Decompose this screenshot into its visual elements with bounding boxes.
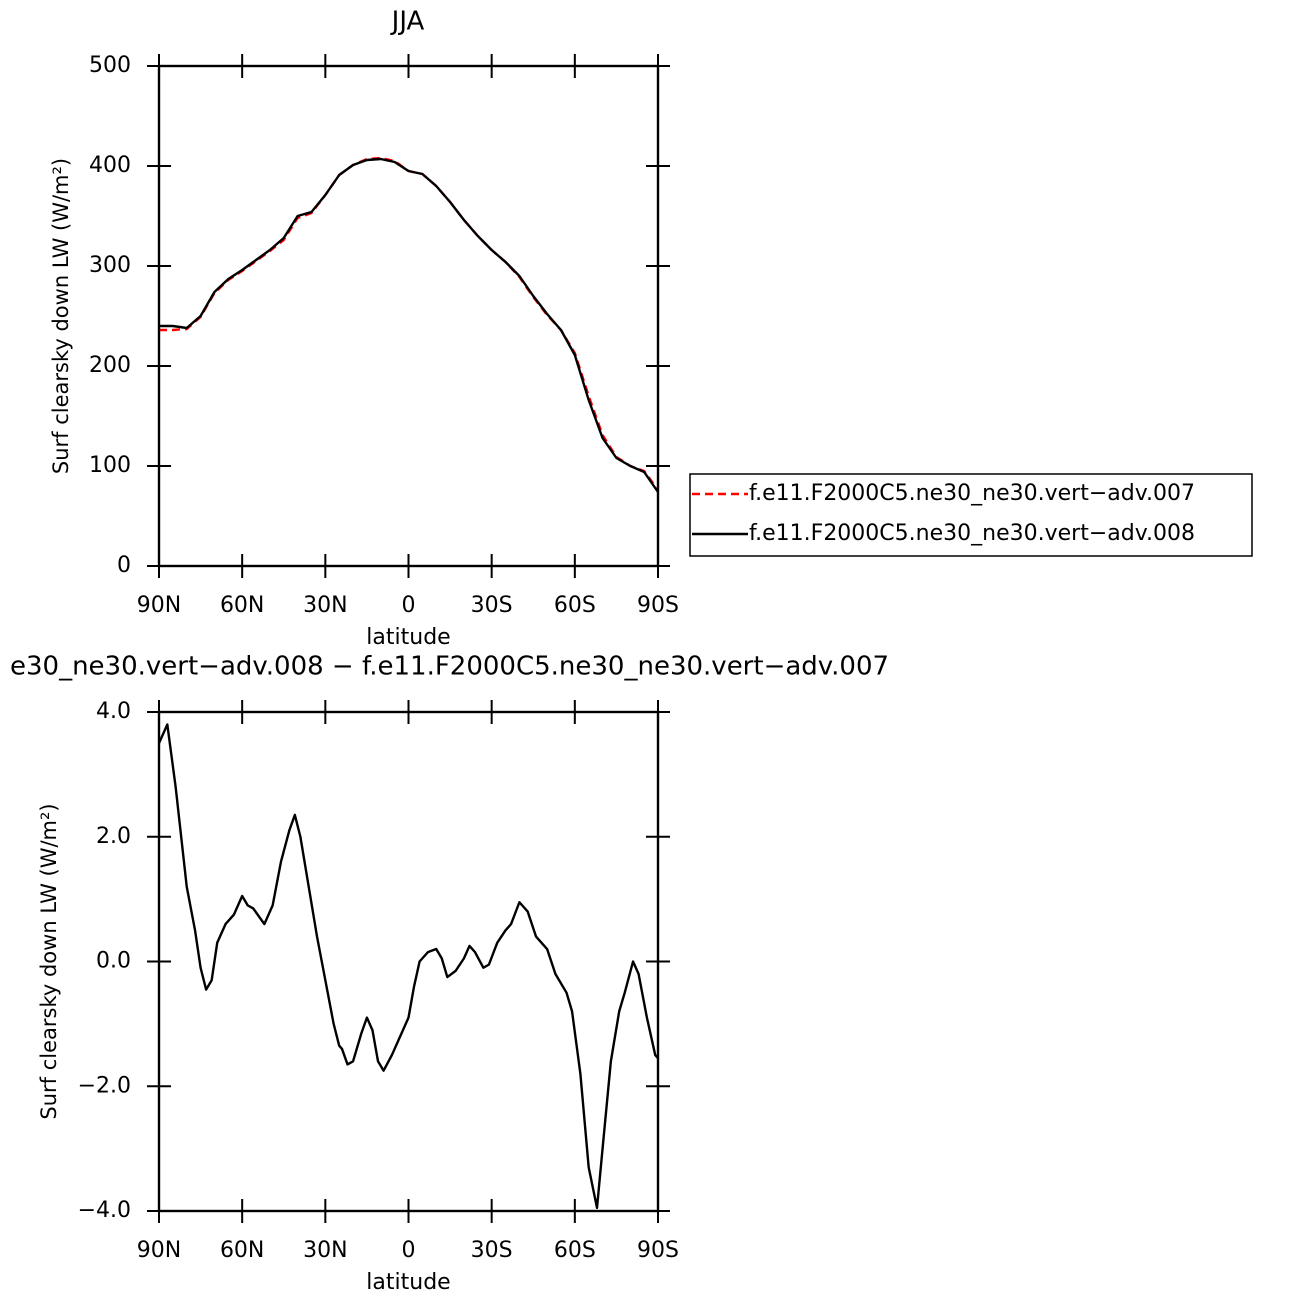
y-axis-label: Surf clearsky down LW (W/m²) [37,803,61,1119]
legend-label: f.e11.F2000C5.ne30_ne30.vert−adv.007 [749,481,1195,506]
plot-frame [157,710,660,1213]
data-line [157,723,659,1210]
x-axis-label: latitude [366,1270,450,1295]
y-axis-label: Surf clearsky down LW (W/m²) [49,158,73,474]
legend-box [689,473,1253,557]
x-tick-label: 60N [220,1238,264,1263]
x-tick-label: 90S [637,593,679,618]
x-tick-label: 30S [471,1238,513,1263]
y-tick-label: 200 [89,353,131,378]
x-tick-label: 60N [220,593,264,618]
y-tick-label: 2.0 [96,824,131,849]
y-tick-label: 500 [89,53,131,78]
x-tick-label: 90S [637,1238,679,1263]
y-tick-label: −4.0 [78,1198,131,1223]
data-line [159,156,659,491]
plot-frame [157,64,660,568]
x-tick-label: 30N [303,1238,347,1263]
y-tick-label: 100 [89,453,131,478]
x-tick-label: 0 [402,1238,416,1263]
x-tick-label: 60S [554,1238,596,1263]
x-tick-label: 30S [471,593,513,618]
y-tick-label: 400 [89,153,131,178]
chart-title: JJA [390,7,425,37]
x-tick-label: 60S [554,593,596,618]
data-line [159,157,659,493]
legend-label: f.e11.F2000C5.ne30_ne30.vert−adv.008 [749,521,1195,546]
chart-title: e30_ne30.vert−adv.008 − f.e11.F2000C5.ne… [10,652,889,682]
y-tick-label: 300 [89,253,131,278]
y-tick-label: 4.0 [96,699,131,724]
x-tick-label: 90N [137,1238,181,1263]
y-tick-label: −2.0 [78,1073,131,1098]
y-tick-label: 0 [117,553,131,578]
x-tick-label: 30N [303,593,347,618]
x-tick-label: 90N [137,593,181,618]
x-tick-label: 0 [402,593,416,618]
x-axis-label: latitude [366,625,450,650]
y-tick-label: 0.0 [96,949,131,974]
